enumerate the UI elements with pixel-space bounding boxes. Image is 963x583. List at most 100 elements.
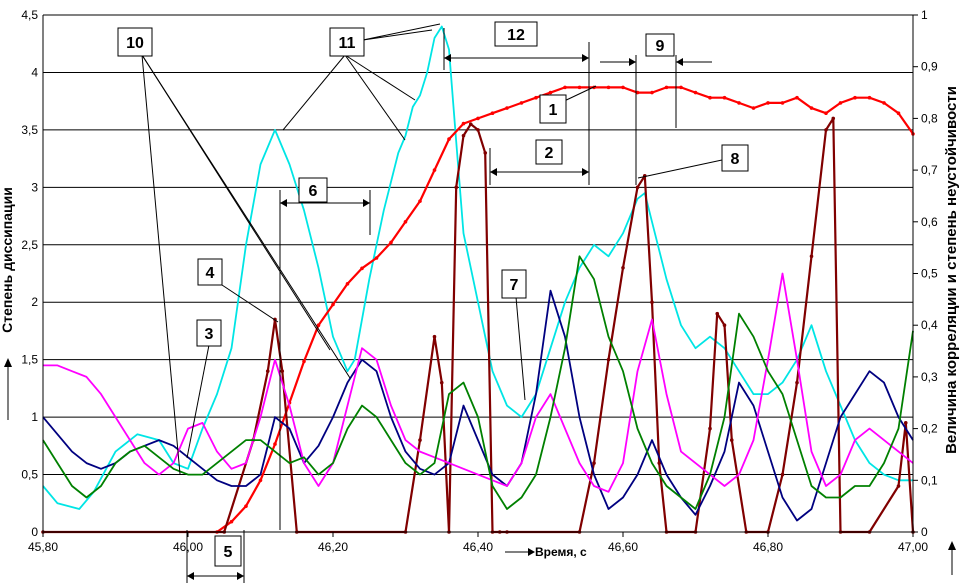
point-darkred — [454, 185, 459, 190]
y-right-tick-label: 0,6 — [921, 215, 938, 229]
x-tick-label: 45,80 — [28, 540, 58, 554]
point-darkred — [483, 151, 488, 155]
label-text-9: 9 — [656, 38, 665, 55]
point-darkred — [265, 369, 270, 373]
point-darkred — [729, 438, 734, 442]
point-red — [258, 478, 263, 483]
point-red — [548, 90, 553, 95]
label-text-2: 2 — [545, 145, 554, 162]
label-box-9 — [645, 33, 675, 57]
point-darkred — [476, 128, 480, 132]
series-line-blue — [42, 289, 914, 522]
y-right-tick-label: 0,1 — [921, 473, 938, 487]
point-red — [708, 95, 712, 100]
point-red — [853, 95, 857, 100]
point-red — [476, 116, 480, 121]
label-text-4: 4 — [206, 265, 215, 282]
point-red — [519, 101, 524, 105]
point-darkred — [831, 116, 836, 121]
point-darkred — [432, 334, 437, 339]
y-right-tick-label: 0,4 — [921, 318, 938, 332]
point-darkred — [461, 133, 466, 138]
point-red — [563, 85, 567, 90]
label-text-7: 7 — [510, 277, 519, 294]
point-darkred — [650, 300, 654, 305]
x-tick-label: 46,40 — [463, 540, 493, 554]
point-red — [229, 519, 234, 524]
point-red — [824, 111, 828, 116]
dim-12-arrow-head-right — [582, 54, 589, 62]
point-darkred — [722, 323, 727, 328]
point-darkred — [657, 461, 662, 465]
label-box-4 — [197, 258, 223, 286]
point-red — [389, 240, 393, 245]
series-line-green — [42, 255, 914, 510]
y-right-title-arrow-head — [948, 541, 956, 550]
callout-10a — [141, 54, 181, 475]
point-darkred — [896, 484, 901, 488]
point-red — [316, 323, 321, 328]
point-red — [867, 95, 872, 100]
label-text-8: 8 — [731, 151, 740, 168]
point-red — [432, 168, 437, 172]
point-red — [345, 282, 350, 286]
y-left-tick-label: 4,5 — [21, 8, 38, 22]
point-red — [447, 137, 451, 141]
label-text-10: 10 — [126, 35, 144, 52]
dim-2-arrow-head-right — [582, 168, 589, 176]
y-left-tick-label: 3 — [31, 180, 38, 194]
point-darkred — [795, 380, 799, 385]
point-red — [244, 504, 248, 508]
point-red — [780, 101, 785, 105]
y-right-tick-label: 0,3 — [921, 370, 938, 384]
x-tick-label: 46,00 — [173, 540, 203, 554]
y-left-title: Степень диссипации — [0, 187, 15, 333]
y-right-tick-label: 1 — [921, 8, 928, 22]
callout-11a — [282, 54, 346, 131]
y-left-tick-label: 2,5 — [21, 238, 38, 252]
point-darkred — [468, 122, 473, 126]
series-line-magenta — [43, 272, 914, 493]
label-box-11 — [329, 27, 365, 57]
series-line-red — [216, 86, 914, 533]
dim-6-arrow-head-right — [363, 199, 370, 207]
point-darkred — [592, 461, 596, 465]
callout-11e — [362, 29, 433, 41]
point-darkred — [280, 369, 285, 373]
point-darkred — [903, 421, 908, 425]
label-box-5 — [214, 535, 242, 567]
y-right-tick-label: 0 — [921, 525, 928, 539]
point-darkred — [635, 185, 640, 190]
x-title-arrow-head — [528, 548, 535, 556]
callout-11c — [344, 54, 406, 141]
point-red — [606, 85, 611, 90]
label-box-1 — [539, 94, 567, 124]
point-red — [679, 85, 683, 90]
label-box-2 — [535, 139, 563, 165]
point-red — [766, 101, 770, 105]
point-red — [795, 95, 799, 100]
label-text-11: 11 — [339, 35, 356, 52]
callout-11d — [362, 23, 441, 41]
point-red — [693, 90, 698, 95]
callout-11b — [344, 54, 416, 101]
point-red — [403, 220, 408, 224]
point-darkred — [708, 426, 712, 431]
dim-9-head-left — [629, 58, 636, 66]
point-red — [273, 442, 277, 446]
y-left-tick-label: 1,5 — [21, 353, 38, 367]
point-red — [374, 256, 379, 260]
point-red — [505, 106, 509, 110]
label-text-6: 6 — [309, 183, 318, 200]
y-right-tick-label: 0,9 — [921, 60, 938, 74]
callout-3 — [186, 344, 210, 459]
dim-9-head-right — [676, 58, 683, 66]
point-darkred — [715, 311, 720, 316]
callout-8 — [637, 159, 723, 179]
x-tick-label: 46,20 — [318, 540, 348, 554]
series-line-cyan — [42, 25, 913, 510]
x-tick-label: 46,60 — [608, 540, 638, 554]
point-red — [490, 111, 495, 116]
